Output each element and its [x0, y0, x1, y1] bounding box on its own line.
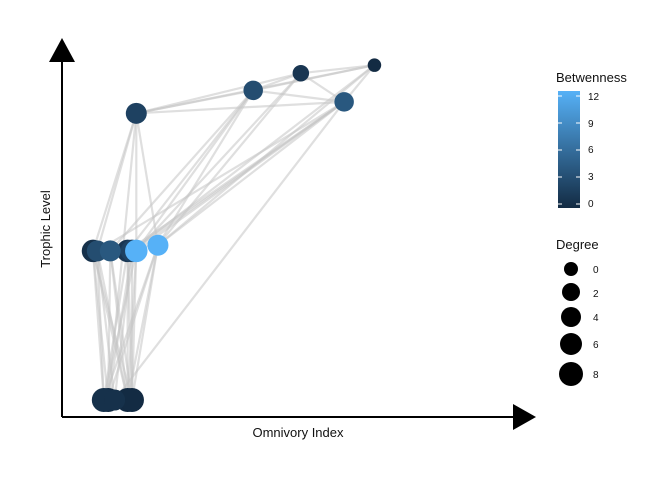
betweenness-tick-0: 0 [588, 199, 594, 210]
betweenness-tick-6: 6 [588, 145, 594, 156]
species-node [119, 388, 144, 412]
betweenness-tick-3: 3 [588, 172, 594, 183]
degree-key-8 [559, 362, 583, 386]
degree-tick-2: 2 [593, 289, 599, 300]
degree-key-2 [562, 283, 580, 301]
species-node [99, 240, 121, 262]
species-node [125, 102, 147, 124]
degree-legend: Degree 0 2 4 6 8 [556, 237, 599, 386]
x-axis-title: Omnivory Index [252, 425, 344, 440]
food-web-edge [96, 100, 345, 252]
degree-tick-6: 6 [593, 340, 599, 351]
betweenness-colorbar [558, 91, 580, 208]
food-web-edge [113, 101, 346, 401]
food-web-edge [135, 113, 160, 246]
food-web-edge [136, 89, 254, 115]
y-axis-arrowhead [49, 38, 75, 62]
food-web-edge [126, 89, 255, 252]
species-node [292, 64, 310, 82]
betweenness-legend-title: Betwenness [556, 70, 627, 85]
degree-tick-8: 8 [593, 370, 599, 381]
food-web-edge [157, 100, 345, 247]
degree-legend-title: Degree [556, 237, 599, 252]
species-node [104, 389, 126, 411]
axes [49, 38, 536, 430]
species-node [147, 234, 169, 256]
x-axis-arrowhead [513, 404, 536, 430]
food-web-edge [102, 250, 138, 401]
species-node [243, 80, 263, 101]
food-web-edge [157, 72, 302, 246]
degree-key-6 [560, 333, 582, 355]
degree-tick-4: 4 [593, 313, 599, 324]
food-web-edge [130, 245, 160, 401]
species-node [125, 239, 148, 263]
degree-key-4 [561, 307, 581, 327]
food-web-edge [109, 89, 255, 252]
betweenness-legend: Betwenness 12 9 6 3 0 [556, 70, 627, 210]
food-web-edge [96, 113, 138, 252]
degree-tick-0: 0 [593, 265, 599, 276]
food-web-edge [96, 250, 105, 401]
food-web-edge [107, 244, 159, 401]
species-node [334, 92, 354, 112]
food-web-edge [135, 89, 255, 252]
food-web-edge [135, 72, 302, 252]
food-web-edge [102, 250, 129, 401]
food-web-edge [136, 72, 302, 115]
food-web-edge [113, 250, 134, 401]
species-node [367, 58, 382, 72]
betweenness-tick-12: 12 [588, 92, 600, 103]
node-layer [81, 58, 382, 412]
betweenness-tick-9: 9 [588, 119, 594, 130]
food-web-edge [96, 250, 129, 401]
y-axis-title: Trophic Level [38, 190, 53, 268]
degree-key-0 [564, 262, 578, 276]
food-web-edge [131, 64, 376, 252]
food-web-edge [300, 64, 375, 75]
